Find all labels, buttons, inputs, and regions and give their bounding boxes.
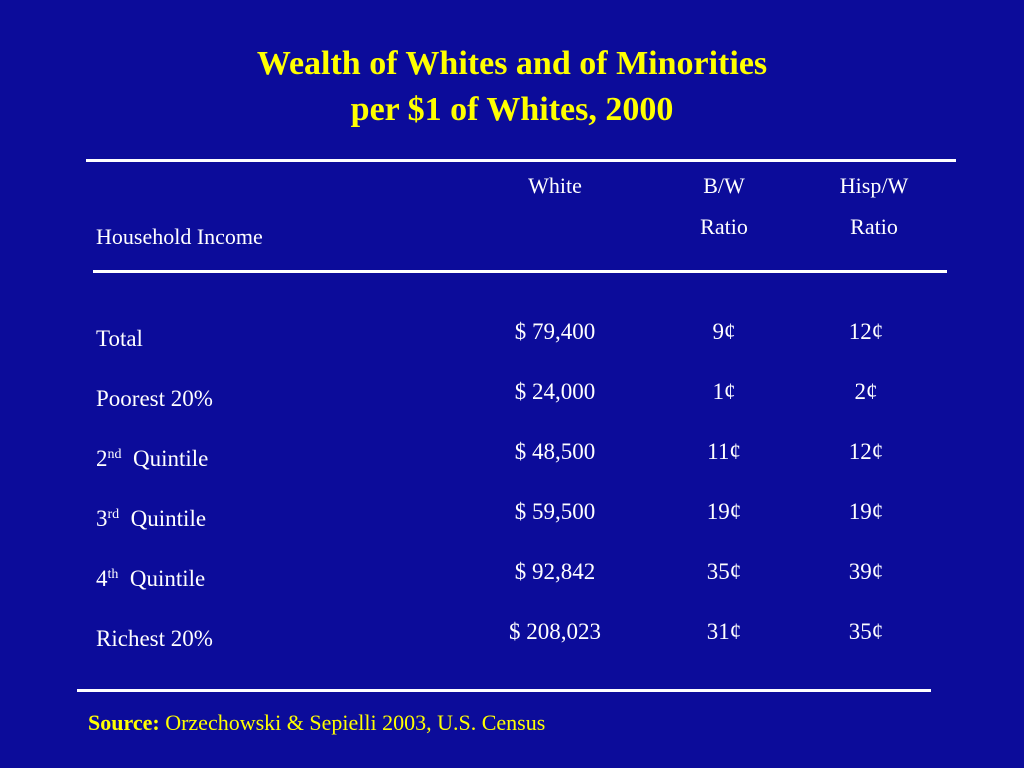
cell-hisp-w-ratio: 2¢ <box>854 379 878 404</box>
cell-bw-ratio: 19¢ <box>706 499 742 524</box>
row-label-ordinal: rd <box>107 507 120 522</box>
table-top-rule <box>86 159 956 162</box>
table-row: 3rd Quintile $ 59,500 19¢ 19¢ <box>0 493 1024 553</box>
cell-hisp-w-ratio: 39¢ <box>848 559 884 584</box>
cell-white-wealth: $ 24,000 <box>514 379 596 404</box>
cell-hisp-w-ratio: 12¢ <box>848 439 884 464</box>
table-body: Total $ 79,400 9¢ 12¢ Poorest 20% $ 24,0… <box>0 313 1024 673</box>
row-label: Poorest 20% <box>96 386 213 411</box>
cell-hisp-w-ratio: 12¢ <box>848 319 884 344</box>
slide-title-line-1: Wealth of Whites and of Minorities <box>256 45 768 82</box>
header-white: White <box>528 173 582 198</box>
cell-white-wealth: $ 79,400 <box>514 319 596 344</box>
cell-bw-ratio: 11¢ <box>707 439 741 464</box>
cell-white-wealth: $ 48,500 <box>514 439 596 464</box>
cell-bw-ratio: 1¢ <box>712 379 736 404</box>
header-household-income: Household Income <box>96 224 263 249</box>
table-row: Poorest 20% $ 24,000 1¢ 2¢ <box>0 373 1024 433</box>
cell-hisp-w-ratio: 35¢ <box>848 619 884 644</box>
slide-title-line-2: per $1 of Whites, 2000 <box>350 91 674 128</box>
cell-bw-ratio: 31¢ <box>706 619 742 644</box>
source-text: Orzechowski & Sepielli 2003, U.S. Census <box>165 710 546 735</box>
cell-white-wealth: $ 92,842 <box>514 559 596 584</box>
table-row: 4th Quintile $ 92,842 35¢ 39¢ <box>0 553 1024 613</box>
table-row: Richest 20% $ 208,023 31¢ 35¢ <box>0 613 1024 673</box>
cell-white-wealth: $ 59,500 <box>514 499 596 524</box>
table-header-rule <box>93 270 947 273</box>
cell-hisp-w-ratio: 19¢ <box>848 499 884 524</box>
header-hisp-w-line-2: Ratio <box>850 214 898 239</box>
table-row: 2nd Quintile $ 48,500 11¢ 12¢ <box>0 433 1024 493</box>
header-bw-line-1: B/W <box>703 173 745 198</box>
row-label: 3rd Quintile <box>96 506 207 531</box>
row-label-ordinal: nd <box>107 447 122 462</box>
row-label-ordinal: th <box>107 567 119 582</box>
row-label: Richest 20% <box>96 626 213 651</box>
source-label: Source: <box>88 710 160 735</box>
header-hisp-w-line-1: Hisp/W <box>839 173 909 198</box>
cell-bw-ratio: 9¢ <box>712 319 736 344</box>
row-label: 4th Quintile <box>96 566 206 591</box>
table-row: Total $ 79,400 9¢ 12¢ <box>0 313 1024 373</box>
header-bw-line-2: Ratio <box>700 214 748 239</box>
source-citation: Source: Orzechowski & Sepielli 2003, U.S… <box>88 709 545 737</box>
row-label: Total <box>96 326 143 351</box>
table-bottom-rule <box>77 689 931 692</box>
cell-bw-ratio: 35¢ <box>706 559 742 584</box>
row-label: 2nd Quintile <box>96 446 209 471</box>
cell-white-wealth: $ 208,023 <box>509 619 601 644</box>
